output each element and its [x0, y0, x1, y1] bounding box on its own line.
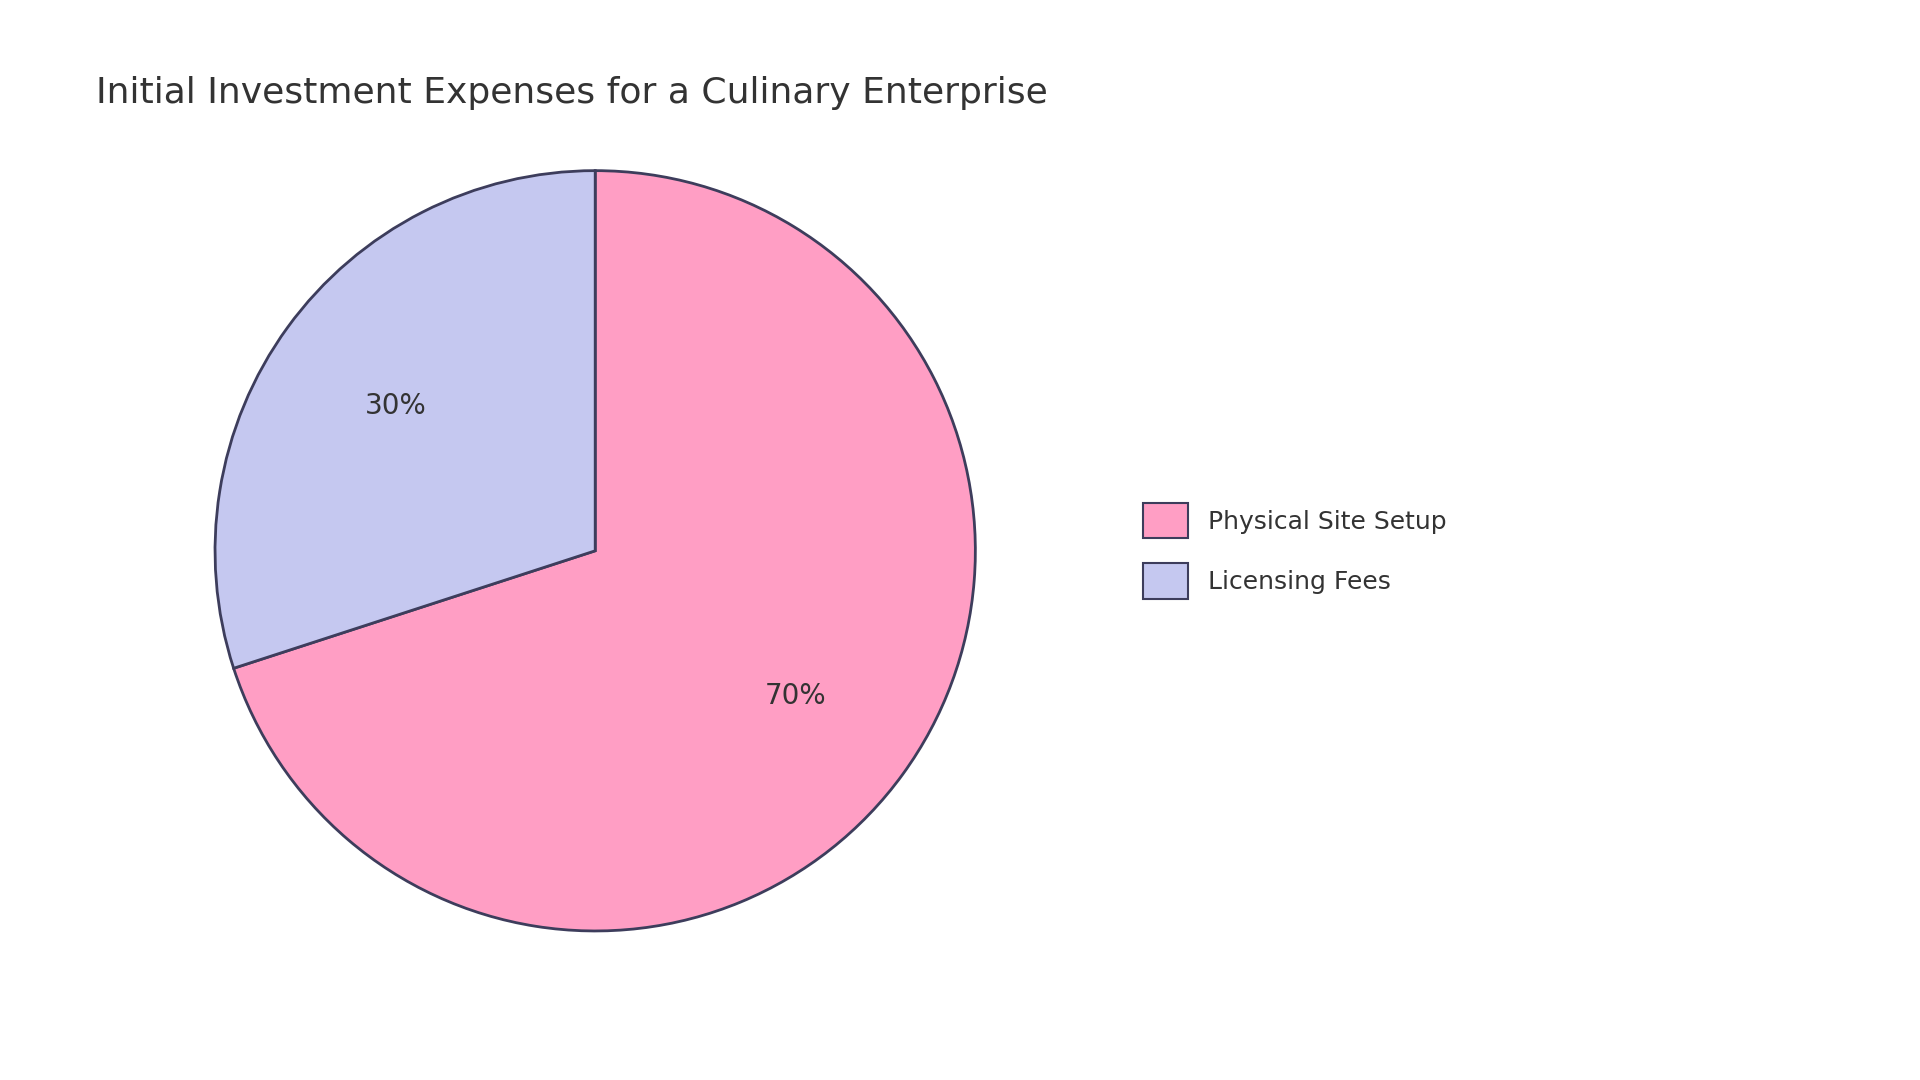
Text: Initial Investment Expenses for a Culinary Enterprise: Initial Investment Expenses for a Culina… — [96, 76, 1048, 109]
Text: 30%: 30% — [365, 392, 426, 419]
Wedge shape — [234, 171, 975, 931]
Text: 70%: 70% — [764, 683, 826, 710]
Legend: Physical Site Setup, Licensing Fees: Physical Site Setup, Licensing Fees — [1131, 490, 1459, 611]
Wedge shape — [215, 171, 595, 669]
